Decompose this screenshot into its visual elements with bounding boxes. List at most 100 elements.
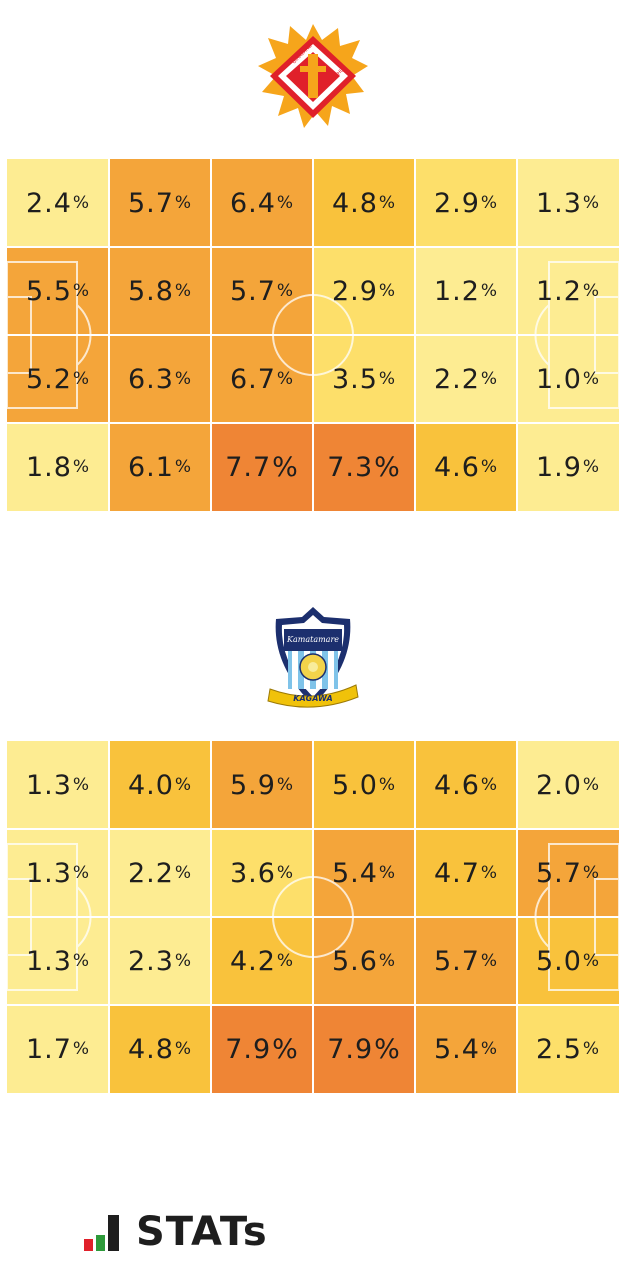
heatmap-cell-label: 1.3% — [7, 917, 109, 1005]
heatmap-cell-label: 1.3% — [517, 159, 619, 247]
cell-unit: % — [276, 193, 295, 213]
cell-unit: % — [582, 1039, 601, 1059]
heatmap-kamatamare: 1.3% 4.0% 5.9% 5.0% 4.6% 2.0% 1.3% 2.2% 3.6% 5.4%… — [7, 741, 619, 1093]
cell-value: 7.3 — [327, 451, 374, 483]
heatmap-cell-label: 4.6% — [415, 741, 517, 829]
cell-unit: % — [72, 951, 91, 971]
cell-unit: % — [480, 369, 499, 389]
cell-value: 4.8 — [127, 1033, 174, 1065]
heatmap-cell-fill — [415, 1005, 517, 1093]
heatmap-cell-fill — [7, 423, 109, 511]
cell-value: 5.4 — [433, 1033, 480, 1065]
cell-unit: % — [480, 457, 499, 477]
cell-unit: % — [582, 775, 601, 795]
cell-unit: % — [276, 863, 295, 883]
cell-unit: % — [276, 369, 295, 389]
cell-unit: % — [480, 863, 499, 883]
heatmap-cell-label: 1.2% — [415, 247, 517, 335]
heatmap-cell-fill — [415, 247, 517, 335]
heatmap-cell-fill — [415, 335, 517, 423]
heatmap-cell-label: 1.2% — [517, 247, 619, 335]
cell-unit: % — [378, 863, 397, 883]
heatmap-cell-fill — [109, 247, 211, 335]
heatmap-canvas — [7, 741, 619, 1093]
heatmap-cell-fill — [7, 1005, 109, 1093]
cell-value: 1.3 — [535, 187, 582, 219]
heatmap-cell-fill — [517, 741, 619, 829]
cell-value: 5.7 — [535, 857, 582, 889]
cell-unit: % — [378, 951, 397, 971]
heatmap-cell-label: 2.2% — [109, 829, 211, 917]
heatmap-cell-label: 4.8% — [109, 1005, 211, 1093]
cell-unit: % — [582, 457, 601, 477]
cell-value: 2.0 — [535, 769, 582, 801]
heatmap-cell-label: 1.3% — [7, 741, 109, 829]
cell-unit: % — [480, 775, 499, 795]
cell-unit: % — [174, 863, 193, 883]
cell-value: 5.5 — [25, 275, 72, 307]
cell-unit: % — [72, 193, 91, 213]
heatmap-cell-label: 7.9% — [313, 1005, 415, 1093]
cell-value: 5.4 — [331, 857, 378, 889]
heatmap-cell-fill — [313, 159, 415, 247]
heatmap-cell-fill — [7, 741, 109, 829]
cell-unit: % — [374, 1033, 401, 1065]
heatmap-cell-fill — [313, 829, 415, 917]
heatmap-cell-label: 5.7% — [109, 159, 211, 247]
cell-unit: % — [378, 369, 397, 389]
cell-unit: % — [276, 951, 295, 971]
heatmap-cell-label: 4.7% — [415, 829, 517, 917]
heatmap-cell-fill — [517, 1005, 619, 1093]
heatmap-cell-fill — [415, 829, 517, 917]
cell-value: 4.6 — [433, 769, 480, 801]
svg-text:Kamatamare: Kamatamare — [286, 635, 339, 644]
heatmap-cell-fill — [313, 335, 415, 423]
heatmap-cell-label: 5.6% — [313, 917, 415, 1005]
heatmap-cell-fill — [415, 917, 517, 1005]
heatmap-cell-fill — [211, 159, 313, 247]
heatmap-cell-label: 2.0% — [517, 741, 619, 829]
heatmap-cell-fill — [211, 829, 313, 917]
cell-unit: % — [174, 369, 193, 389]
heatmap-cell-fill — [313, 247, 415, 335]
heatmap-cell-label: 7.7% — [211, 423, 313, 511]
heatmap-cell-label: 6.1% — [109, 423, 211, 511]
heatmap-cell-label: 3.6% — [211, 829, 313, 917]
heatmap-cell-fill — [211, 917, 313, 1005]
cell-unit: % — [582, 193, 601, 213]
heatmap-cell-label: 1.0% — [517, 335, 619, 423]
heatmap-cell-fill — [109, 159, 211, 247]
cell-value: 5.7 — [127, 187, 174, 219]
cell-value: 1.2 — [535, 275, 582, 307]
cell-unit: % — [480, 951, 499, 971]
cell-value: 2.9 — [433, 187, 480, 219]
heatmap-cell-fill — [313, 741, 415, 829]
cell-value: 1.3 — [25, 857, 72, 889]
cell-value: 5.8 — [127, 275, 174, 307]
heatmap-cell-label: 1.8% — [7, 423, 109, 511]
heatmap-cell-label: 5.7% — [415, 917, 517, 1005]
heatmap-cell-label: 7.3% — [313, 423, 415, 511]
cell-unit: % — [72, 457, 91, 477]
heatmap-cell-fill — [109, 423, 211, 511]
cell-unit: % — [276, 281, 295, 301]
cell-value: 5.2 — [25, 363, 72, 395]
cell-value: 2.2 — [433, 363, 480, 395]
heatmap-cell-label: 5.4% — [415, 1005, 517, 1093]
heatmap-cell-label: 1.3% — [7, 829, 109, 917]
heatmap-cell-label: 2.3% — [109, 917, 211, 1005]
heatmap-cell-label: 1.7% — [7, 1005, 109, 1093]
stats-wordmark: STATs — [136, 1209, 268, 1255]
heatmap-cell-label: 3.5% — [313, 335, 415, 423]
cell-unit: % — [378, 775, 397, 795]
cell-unit: % — [374, 451, 401, 483]
heatmap-cell-fill — [211, 741, 313, 829]
cell-value: 7.9 — [225, 1033, 272, 1065]
cell-unit: % — [174, 775, 193, 795]
heatmap-cell-label: 5.8% — [109, 247, 211, 335]
heatmap-cell-fill — [7, 159, 109, 247]
cell-value: 1.2 — [433, 275, 480, 307]
heatmap-cell-label: 5.4% — [313, 829, 415, 917]
heatmap-cell-fill — [313, 423, 415, 511]
cell-value: 5.0 — [331, 769, 378, 801]
